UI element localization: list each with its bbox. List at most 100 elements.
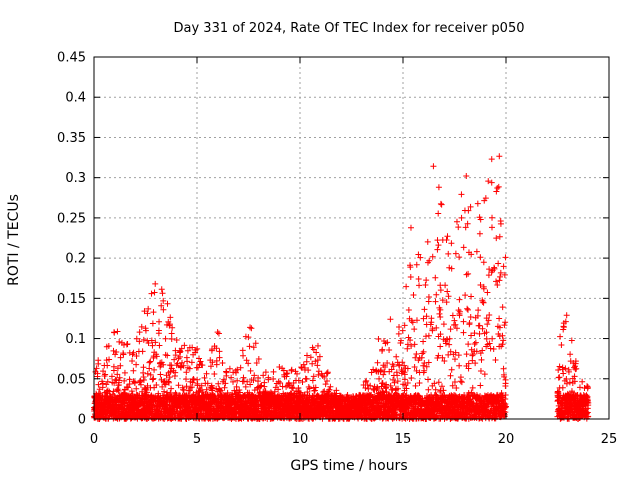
data-point [94, 370, 101, 377]
data-point [466, 320, 473, 327]
data-point [290, 385, 297, 392]
data-point [175, 355, 182, 362]
data-point [470, 351, 477, 358]
data-point [108, 373, 115, 380]
data-point [393, 353, 400, 360]
data-point [270, 375, 277, 382]
data-point [110, 367, 117, 374]
data-point [125, 384, 132, 391]
data-point [162, 381, 169, 388]
data-point [144, 310, 151, 317]
data-point [121, 369, 128, 376]
data-point [464, 306, 471, 313]
data-point [433, 291, 440, 298]
data-point [456, 296, 463, 303]
data-point [150, 309, 157, 316]
data-point [494, 184, 501, 191]
data-point [104, 362, 111, 369]
data-point [99, 380, 106, 387]
data-point [174, 360, 181, 367]
data-point [105, 342, 112, 349]
data-point [156, 318, 163, 325]
data-point [399, 327, 406, 334]
data-point [187, 387, 194, 394]
data-point [176, 353, 183, 360]
data-point [164, 352, 171, 359]
data-point [485, 178, 492, 185]
data-point [442, 282, 449, 289]
data-point [453, 218, 460, 225]
data-point [248, 325, 255, 332]
data-point [133, 335, 140, 342]
data-point [496, 315, 503, 322]
data-point [405, 334, 412, 341]
data-point [464, 305, 471, 312]
data-point [147, 358, 154, 365]
data-point [448, 240, 455, 247]
data-point [446, 341, 453, 348]
data-point [434, 246, 441, 253]
data-point [270, 368, 277, 375]
data-point [114, 371, 121, 378]
data-point [474, 200, 481, 207]
data-point [556, 363, 563, 370]
data-point [288, 366, 295, 373]
data-point [183, 383, 190, 390]
data-point [413, 261, 420, 268]
data-point [126, 376, 133, 383]
data-point [376, 375, 383, 382]
data-point [186, 365, 193, 372]
data-point [467, 314, 474, 320]
data-point [408, 375, 415, 382]
data-point [472, 339, 479, 346]
data-point [243, 357, 250, 364]
data-point [144, 370, 151, 377]
data-point [396, 324, 403, 331]
data-point [226, 365, 233, 372]
data-point [137, 381, 144, 388]
data-point [116, 374, 123, 381]
data-point [496, 233, 503, 240]
data-point [415, 275, 422, 282]
data-point [403, 283, 410, 290]
data-point [104, 378, 111, 385]
data-point [151, 366, 158, 373]
data-point [488, 156, 495, 163]
data-point [117, 362, 124, 369]
data-point [146, 365, 153, 372]
data-point [473, 248, 480, 255]
data-point [181, 342, 188, 349]
data-point [447, 326, 454, 333]
data-point [429, 253, 436, 260]
data-point [165, 379, 172, 386]
data-point [423, 277, 430, 284]
data-point [139, 348, 146, 355]
data-point [379, 346, 386, 353]
data-point [116, 338, 123, 345]
data-point [184, 358, 191, 365]
data-point [150, 375, 157, 382]
data-point [121, 377, 128, 384]
data-point [386, 347, 393, 354]
data-point [435, 379, 442, 386]
data-point [556, 374, 563, 381]
data-point [413, 350, 420, 357]
data-point [221, 384, 228, 391]
data-point [180, 387, 187, 394]
data-point [416, 282, 423, 289]
data-point [247, 367, 254, 374]
data-point [168, 335, 175, 342]
data-point [462, 292, 469, 299]
data-point [146, 359, 153, 366]
data-point [104, 387, 111, 394]
data-point [189, 344, 196, 351]
data-point [216, 354, 223, 361]
data-point [169, 324, 176, 331]
data-point [404, 345, 411, 352]
data-point [155, 327, 162, 334]
data-point [223, 369, 230, 376]
data-point [463, 271, 470, 278]
data-point [387, 316, 394, 323]
data-point [457, 374, 464, 381]
data-point [468, 293, 475, 300]
